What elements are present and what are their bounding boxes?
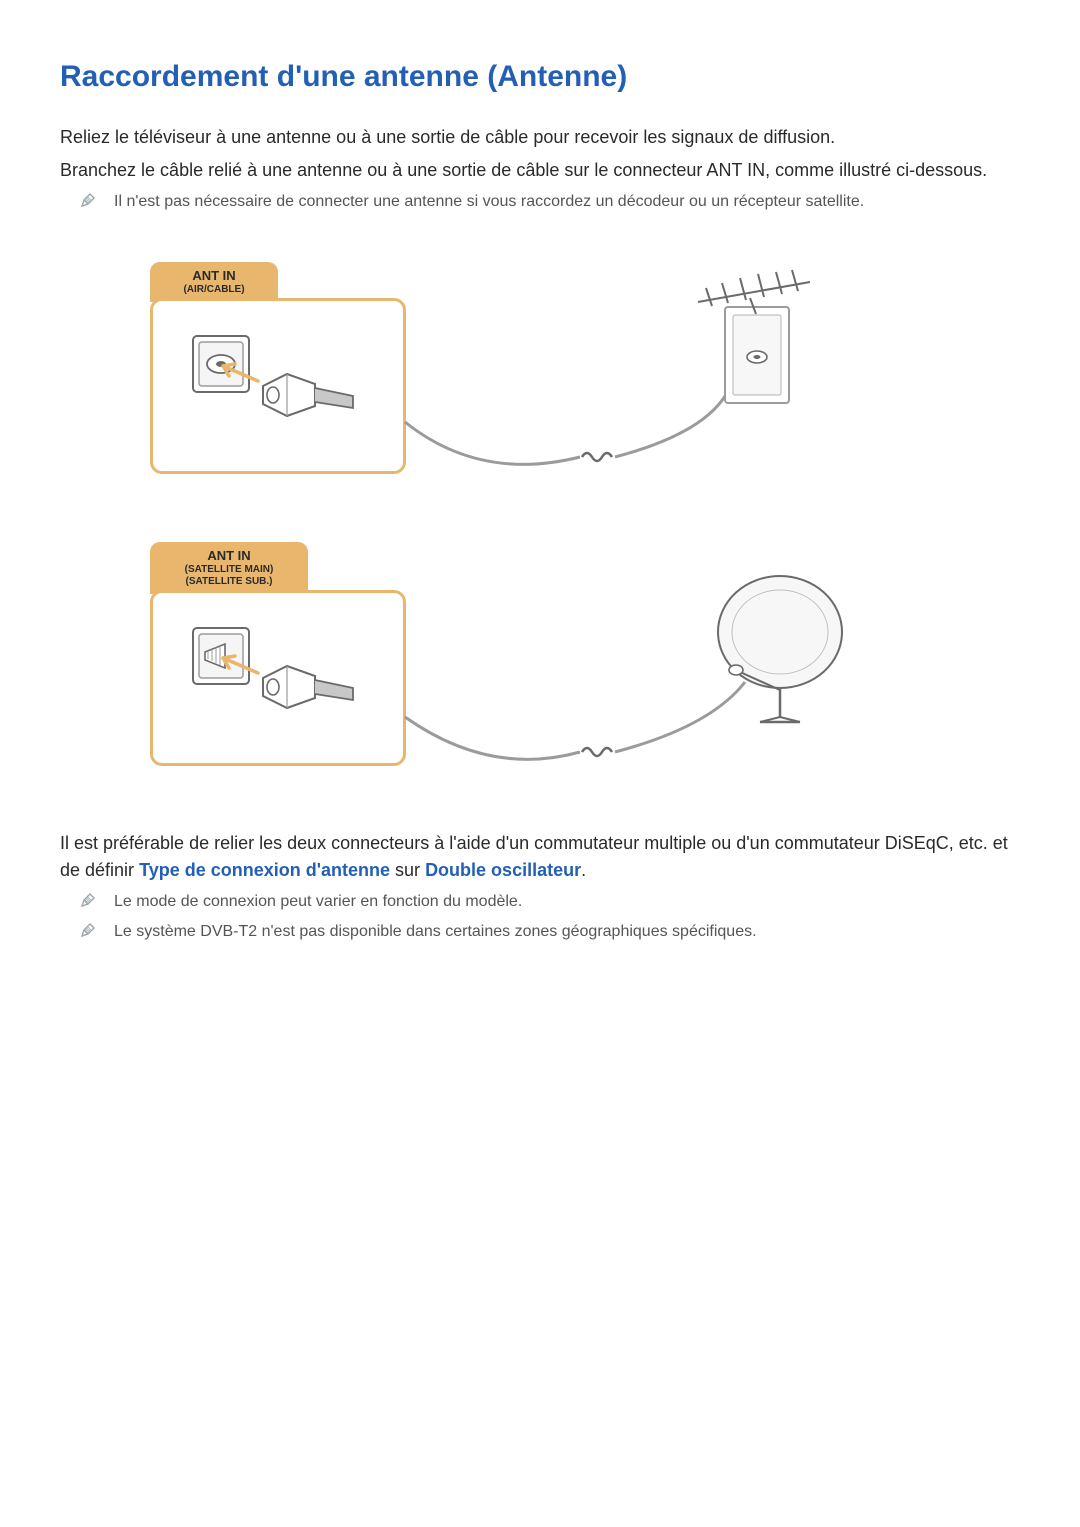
note-row-3: Le système DVB-T2 n'est pas disponible d…: [80, 920, 1020, 944]
page-title: Raccordement d'une antenne (Antenne): [60, 60, 1020, 94]
note-text-2: Le mode de connexion peut varier en fonc…: [114, 890, 522, 914]
bottom-text-3: .: [581, 860, 586, 880]
diagram-air-cable: ANT IN (AIR/CABLE): [150, 262, 1020, 482]
paragraph-2: Branchez le câble relié à une antenne ou…: [60, 157, 1020, 184]
note-text-1: Il n'est pas nécessaire de connecter une…: [114, 190, 864, 214]
note-row-1: Il n'est pas nécessaire de connecter une…: [80, 190, 1020, 214]
bottom-text-2: sur: [390, 860, 425, 880]
pencil-icon: [80, 922, 96, 938]
link-connexion-antenne: Type de connexion d'antenne: [139, 860, 390, 880]
note-text-3: Le système DVB-T2 n'est pas disponible d…: [114, 920, 757, 944]
link-double-oscillateur: Double oscillateur: [425, 860, 581, 880]
pencil-icon: [80, 192, 96, 208]
paragraph-bottom: Il est préférable de relier les deux con…: [60, 830, 1020, 884]
paragraph-1: Reliez le téléviseur à une antenne ou à …: [60, 124, 1020, 151]
cable-dish-svg: [150, 542, 930, 782]
pencil-icon: [80, 892, 96, 908]
diagram-satellite: ANT IN (SATELLITE MAIN) (SATELLITE SUB.): [150, 542, 1020, 762]
diagram-area: ANT IN (AIR/CABLE): [150, 262, 1020, 782]
cable-antenna-svg: [150, 262, 930, 482]
note-row-2: Le mode de connexion peut varier en fonc…: [80, 890, 1020, 914]
